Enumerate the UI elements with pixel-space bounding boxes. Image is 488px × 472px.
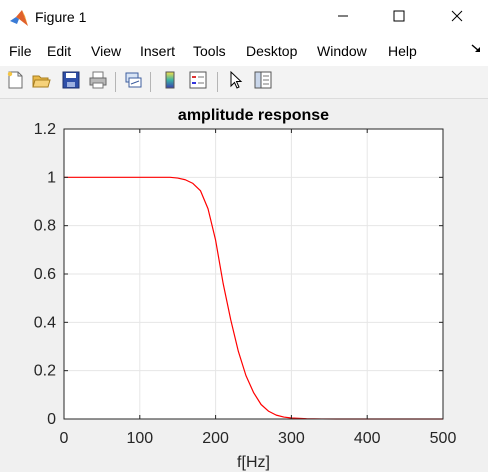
menu-help[interactable]: Help (388, 43, 417, 59)
open-file-button[interactable] (30, 71, 52, 93)
save-button[interactable] (60, 71, 82, 93)
property-inspector-icon (253, 70, 273, 95)
menu-edit[interactable]: Edit (47, 43, 72, 59)
save-icon (61, 70, 81, 95)
matlab-icon (9, 8, 29, 28)
property-inspector-button[interactable] (252, 71, 274, 93)
new-figure-button[interactable] (4, 71, 26, 93)
x-tick-label: 500 (430, 430, 457, 447)
print-icon (88, 70, 108, 95)
title-bar: Figure 1 (0, 0, 488, 36)
menu-bar: File Edit View Insert Tools Desktop Wind… (0, 36, 488, 66)
toolbar-separator (217, 72, 218, 92)
menu-file[interactable]: File (9, 43, 32, 59)
link-plot-icon (123, 70, 143, 95)
figure-canvas[interactable]: 0 100 200 300 400 500 0 0.2 0.4 0.6 0.8 1 1.2 amplit… (0, 99, 488, 472)
x-tick-label: 400 (354, 430, 381, 447)
menu-desktop[interactable]: Desktop (246, 43, 298, 59)
y-tick-label: 0.6 (34, 266, 56, 283)
y-tick-label: 0.2 (34, 363, 56, 380)
ticks: 0 100 200 300 400 500 0 0.2 0.4 0.6 0.8 1 1.2 (34, 121, 457, 447)
y-tick-label: 0.8 (34, 218, 56, 235)
x-tick-label: 300 (278, 430, 305, 447)
close-icon (451, 9, 463, 27)
menu-insert[interactable]: Insert (140, 43, 176, 59)
pointer-button[interactable] (225, 70, 247, 95)
x-tick-label: 0 (60, 430, 69, 447)
minimize-button[interactable] (320, 0, 366, 36)
x-tick-label: 200 (202, 430, 229, 447)
dock-arrow-icon[interactable] (470, 42, 482, 57)
y-tick-label: 1 (47, 169, 56, 186)
y-tick-label: 0.4 (34, 314, 56, 331)
open-file-icon (31, 70, 51, 95)
pointer-icon (226, 70, 246, 95)
maximize-button[interactable] (376, 0, 422, 36)
toolbar-separator (115, 72, 116, 92)
menu-view[interactable]: View (91, 43, 122, 59)
colorbar-icon (160, 70, 180, 95)
y-tick-label: 1.2 (34, 121, 56, 138)
plot-canvas: 0 100 200 300 400 500 0 0.2 0.4 0.6 0.8 1 1.2 amplit… (34, 107, 457, 471)
legend-icon (188, 70, 208, 95)
menu-tools[interactable]: Tools (193, 43, 226, 59)
colorbar-button[interactable] (159, 71, 181, 93)
close-button[interactable] (434, 0, 480, 36)
link-plot-button[interactable] (122, 71, 144, 93)
minimize-icon (337, 9, 349, 27)
new-figure-icon (5, 70, 25, 95)
axes[interactable]: 0 100 200 300 400 500 0 0.2 0.4 0.6 0.8 1 1.2 (34, 121, 457, 447)
maximize-icon (393, 9, 405, 27)
x-tick-label: 100 (126, 430, 153, 447)
plot-title: amplitude response (178, 107, 329, 124)
toolbar (0, 66, 488, 99)
menu-window[interactable]: Window (317, 43, 367, 59)
window-title: Figure 1 (35, 9, 87, 25)
y-tick-label: 0 (47, 411, 56, 428)
toolbar-separator (150, 72, 151, 92)
legend-button[interactable] (187, 71, 209, 93)
x-axis-label: f[Hz] (237, 454, 270, 471)
print-button[interactable] (87, 71, 109, 93)
